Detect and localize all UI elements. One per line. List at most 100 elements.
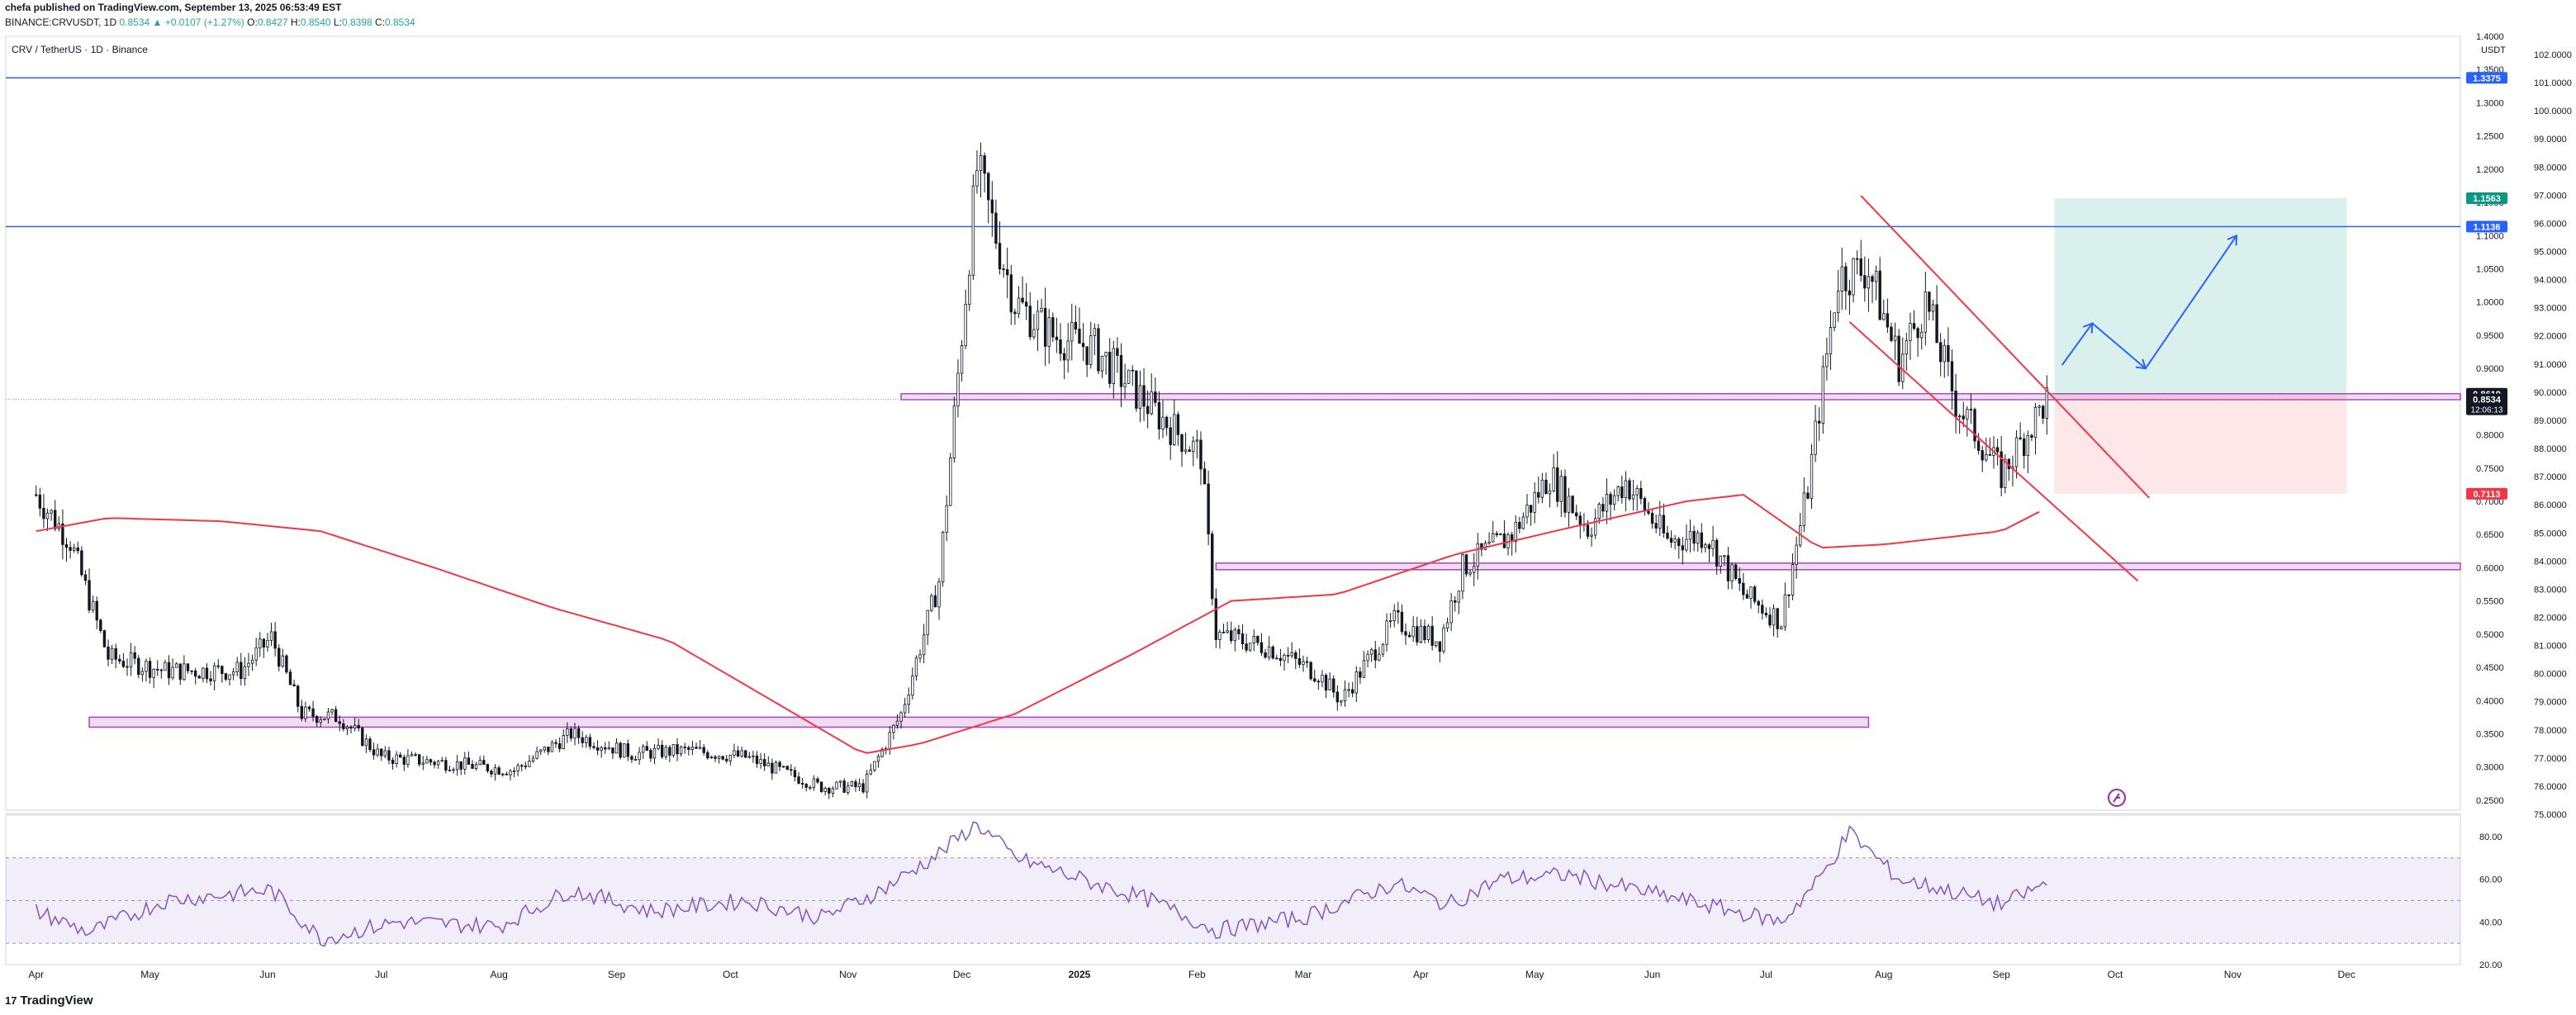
candle-body [243, 666, 247, 680]
candle-body [178, 663, 183, 680]
axis-currency: USDT [2481, 45, 2506, 55]
candle-body [1502, 534, 1506, 548]
candle-body [585, 737, 588, 743]
time-tick: 2025 [1069, 969, 1091, 980]
candle-body [1995, 447, 2000, 453]
candle-body [288, 671, 292, 685]
candle-body [1264, 652, 1267, 658]
candle-body [262, 638, 266, 647]
oscillator-pane[interactable] [5, 814, 2461, 965]
candle-body [61, 523, 64, 545]
candle-body [847, 785, 850, 793]
candle-body [1442, 628, 1445, 652]
candle-body [1051, 317, 1055, 338]
candle-body [968, 274, 971, 305]
oscillator-tick: 80.00 [2479, 832, 2502, 842]
candle-body [781, 766, 785, 768]
price-label: 0.8534 [2473, 396, 2502, 406]
candle-body [1043, 307, 1047, 347]
candle-body [600, 747, 603, 751]
candle-body [1328, 678, 1331, 691]
candle-body [76, 547, 79, 552]
candle-body [1157, 401, 1161, 429]
candle-body [645, 746, 649, 751]
candle-body [45, 512, 50, 519]
candle-body [311, 708, 315, 717]
candle-body [1397, 609, 1400, 613]
candle-body [1279, 657, 1283, 662]
candle-body [581, 737, 584, 743]
candle-body [1874, 270, 1878, 282]
ohlc-line: BINANCE:CRVUSDT, 1D 0.8534 ▲ +0.0107 (+1… [5, 17, 415, 28]
brand[interactable]: 17 TradingView [5, 994, 93, 1008]
main-pane[interactable] [5, 36, 2461, 811]
candle-body [1378, 653, 1381, 661]
candle-body [1631, 494, 1635, 500]
candle-body [956, 372, 960, 407]
secondary-price-tick: 82.0000 [2534, 613, 2567, 623]
candle-body [619, 742, 622, 758]
candle-body [1089, 334, 1093, 365]
candle-body [1981, 450, 1984, 461]
candle-body [304, 706, 307, 719]
candle-body [763, 759, 766, 766]
secondary-price-tick: 83.0000 [2534, 585, 2567, 595]
candle-body [873, 761, 876, 771]
candle-body [823, 787, 827, 792]
candle-body [1912, 323, 1916, 330]
candle-body [1316, 681, 1321, 683]
candle-body [835, 781, 838, 790]
candle-body [1575, 512, 1578, 517]
candle-body [911, 676, 914, 696]
candle-body [1180, 434, 1184, 453]
secondary-price-tick: 100.0000 [2534, 107, 2572, 116]
candle-body [671, 744, 676, 756]
candle-body [1411, 626, 1415, 638]
candle-body [1886, 313, 1890, 328]
candle-body [1753, 586, 1757, 602]
candle-body [975, 170, 979, 187]
candle-body [1335, 691, 1340, 703]
candle-body [88, 580, 91, 611]
candle-body [778, 761, 781, 767]
candle-body [1707, 544, 1711, 549]
price-label-box [2466, 487, 2507, 500]
candle-body [1407, 634, 1411, 638]
candle-body [679, 746, 683, 755]
candle-body [1290, 652, 1293, 657]
candle-body [888, 732, 891, 749]
candle-body [657, 744, 660, 749]
candle-body [269, 631, 273, 641]
pane-divider[interactable] [6, 813, 2460, 814]
candle-body [1620, 486, 1624, 499]
alert-icon[interactable] [2108, 789, 2126, 807]
candle-body [1085, 346, 1089, 365]
candle-body [1146, 406, 1150, 415]
price-tick: 0.8000 [2476, 431, 2504, 441]
candle-body [95, 600, 98, 621]
candle-body [224, 673, 228, 680]
candle-body [205, 667, 209, 680]
candle-body [140, 671, 145, 676]
candle-body [326, 711, 330, 719]
candle-body [1430, 625, 1434, 646]
candle-body [861, 783, 865, 793]
candle-body [1002, 268, 1005, 271]
candle-body [99, 619, 102, 631]
candle-body [1192, 440, 1195, 453]
candle-body [1544, 479, 1548, 495]
candle-body [1161, 416, 1165, 429]
candle-body [349, 726, 353, 729]
secondary-price-tick: 91.0000 [2534, 360, 2567, 370]
candle-body [1047, 317, 1051, 347]
candle-body [1241, 633, 1245, 644]
secondary-price-tick: 79.0000 [2534, 698, 2567, 708]
candle-body [474, 764, 478, 769]
symbol-label: BINANCE:CRVUSDT, 1D [5, 17, 117, 28]
candle-body [486, 764, 490, 771]
candle-body [755, 755, 759, 765]
candle-body [1350, 689, 1354, 694]
candle-body [69, 547, 72, 551]
candle-body [588, 737, 592, 747]
